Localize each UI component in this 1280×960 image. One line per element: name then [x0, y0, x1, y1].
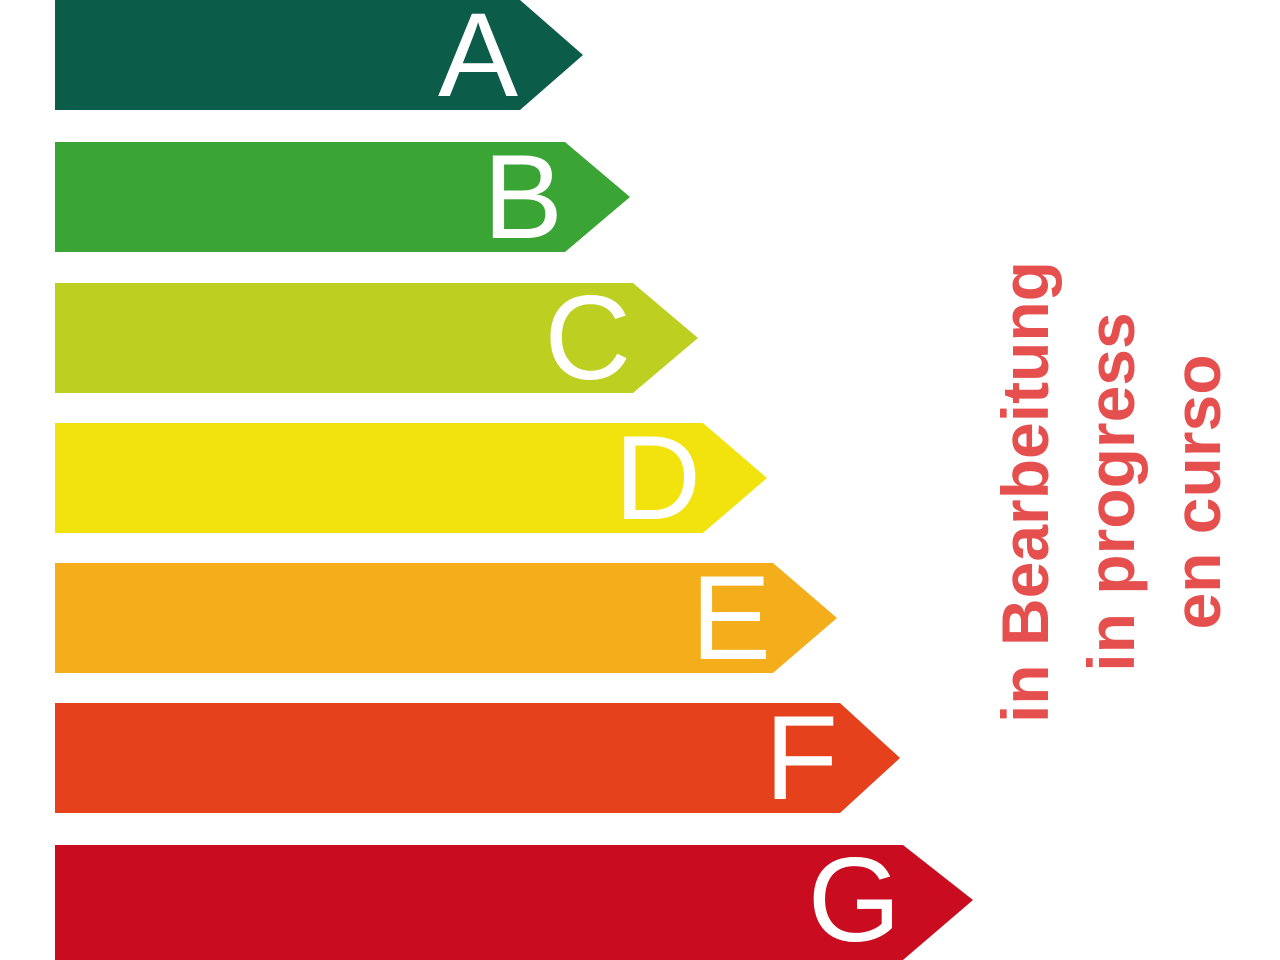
watermark-line-en: in progress — [1074, 312, 1148, 672]
arrow-shape-E — [55, 563, 837, 673]
arrow-shape-G — [55, 845, 973, 960]
grade-letter-D: D — [614, 411, 701, 545]
status-watermark: in Bearbeitung in progress en curso — [981, 212, 1241, 772]
arrow-shape-F — [55, 703, 900, 813]
rating-arrow-C: C — [55, 271, 698, 405]
rating-arrow-E: E — [55, 551, 837, 685]
rating-arrow-A: A — [55, 0, 583, 122]
grade-letter-C: C — [544, 271, 631, 405]
arrow-shape-B — [55, 142, 630, 252]
rating-arrow-F: F — [55, 691, 900, 825]
watermark-line-es: en curso — [1160, 354, 1234, 630]
rating-arrow-G: G — [55, 833, 973, 960]
grade-letter-F: F — [764, 691, 838, 825]
arrow-shape-C — [55, 283, 698, 393]
arrow-shape-D — [55, 423, 767, 533]
rating-arrow-B: B — [55, 130, 630, 264]
rating-arrow-D: D — [55, 411, 767, 545]
grade-letter-B: B — [482, 130, 563, 264]
grade-letter-E: E — [690, 551, 771, 685]
arrow-shape-A — [55, 0, 583, 110]
grade-letter-G: G — [807, 833, 901, 960]
grade-letter-A: A — [437, 0, 518, 122]
watermark-line-de: in Bearbeitung — [988, 260, 1062, 724]
